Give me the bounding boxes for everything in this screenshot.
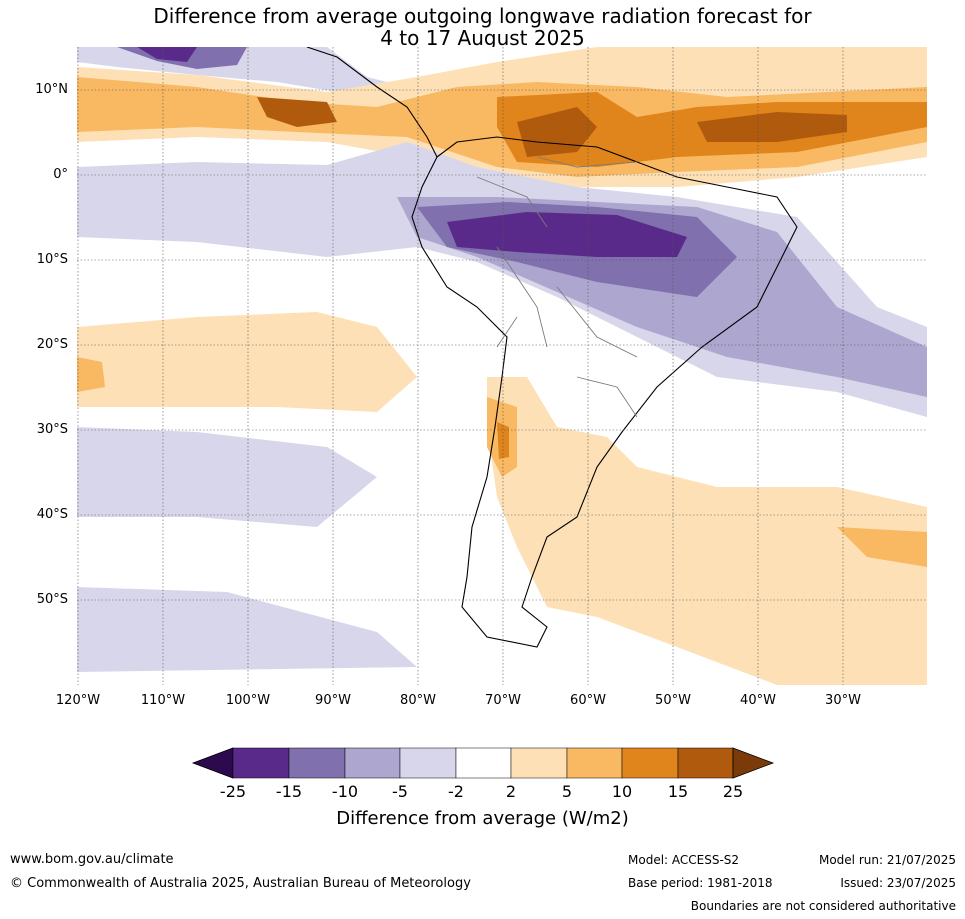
light-negative-south-pacific [77, 427, 377, 527]
colorbar-tick: 5 [561, 782, 573, 801]
lat-label-20s: 20°S [36, 337, 68, 352]
colorbar-over-arrow [732, 747, 775, 779]
colorbar-tick: -10 [331, 782, 359, 801]
colorbar-label: Difference from average (W/m2) [336, 808, 629, 829]
colorbar-tick: -2 [448, 782, 464, 801]
olr-anomaly-map [77, 47, 927, 685]
lon-label-110w: 110°W [140, 693, 186, 708]
very-strong-negative-amazon [447, 212, 687, 257]
colorbar-bin-5-10 [566, 747, 623, 779]
footer-issued: Issued: 23/07/2025 [840, 876, 956, 890]
coastlines [306, 47, 798, 648]
footer-base-period: Base period: 1981-2018 [628, 876, 773, 890]
colorbar-tick: 10 [611, 782, 633, 801]
anomaly-shading [77, 47, 927, 685]
lat-label-50s: 50°S [36, 592, 68, 607]
moderate-positive-south-atlantic [837, 527, 927, 567]
very-strong-positive-atlantic [697, 112, 847, 142]
light-negative-south-pacific-far [77, 587, 417, 672]
colorbar-bin-neg10-neg5 [344, 747, 401, 779]
colorbar-tick: -5 [392, 782, 408, 801]
colorbar-bin-15-25 [677, 747, 734, 779]
footer-model-run: Model run: 21/07/2025 [818, 853, 956, 867]
colorbar-tick: 2 [505, 782, 517, 801]
border-lines [476, 156, 638, 418]
light-positive-southern-cone [487, 377, 927, 685]
lon-label-100w: 100°W [225, 693, 271, 708]
very-strong-positive-eastern-pacific [257, 97, 337, 127]
graticule [77, 47, 927, 685]
lat-label-40s: 40°S [36, 507, 68, 522]
light-positive-south-east-pacific [77, 312, 417, 412]
lat-label-10n: 10°N [35, 82, 68, 97]
colorbar-tick: 25 [722, 782, 744, 801]
footer-copyright: © Commonwealth of Australia 2025, Austra… [10, 876, 471, 891]
colorbar-bin-neg5-neg2 [399, 747, 457, 779]
lat-label-30s: 30°S [36, 422, 68, 437]
south-america-coast [411, 136, 798, 648]
footer-model: Model: ACCESS-S2 [628, 853, 740, 867]
very-strong-positive-guianas [517, 107, 597, 157]
colorbar [191, 747, 775, 779]
colorbar-under-arrow [191, 747, 234, 779]
lat-label-0: 0° [53, 167, 68, 182]
colorbar-bin-neg2-2 [455, 747, 512, 779]
very-strong-negative-north-west [137, 47, 197, 62]
lon-label-80w: 80°W [400, 693, 436, 708]
map-title-line-2: 4 to 17 August 2025 [380, 26, 585, 50]
colorbar-bin-neg25-neg15 [232, 747, 290, 779]
lon-label-60w: 60°W [570, 693, 606, 708]
lon-label-50w: 50°W [655, 693, 691, 708]
lon-label-40w: 40°W [740, 693, 776, 708]
colorbar-tick: 15 [667, 782, 689, 801]
colorbar-tick: -25 [219, 782, 247, 801]
colorbar-bin-2-5 [510, 747, 568, 779]
lon-label-90w: 90°W [315, 693, 351, 708]
country-borders [476, 156, 638, 418]
lon-label-30w: 30°W [825, 693, 861, 708]
footer-url[interactable]: www.bom.gov.au/climate [10, 852, 174, 867]
lon-label-120w: 120°W [55, 693, 101, 708]
moderate-positive-south-east-pacific [77, 357, 105, 392]
colorbar-bin-neg15-neg10 [288, 747, 346, 779]
lon-label-70w: 70°W [485, 693, 521, 708]
map-title-line-1: Difference from average outgoing longwav… [153, 4, 812, 28]
central-america-coast [306, 47, 438, 158]
colorbar-bin-10-15 [621, 747, 679, 779]
lat-label-10s: 10°S [36, 252, 68, 267]
footer-disclaimer: Boundaries are not considered authoritat… [690, 899, 956, 913]
colorbar-tick: -15 [275, 782, 303, 801]
